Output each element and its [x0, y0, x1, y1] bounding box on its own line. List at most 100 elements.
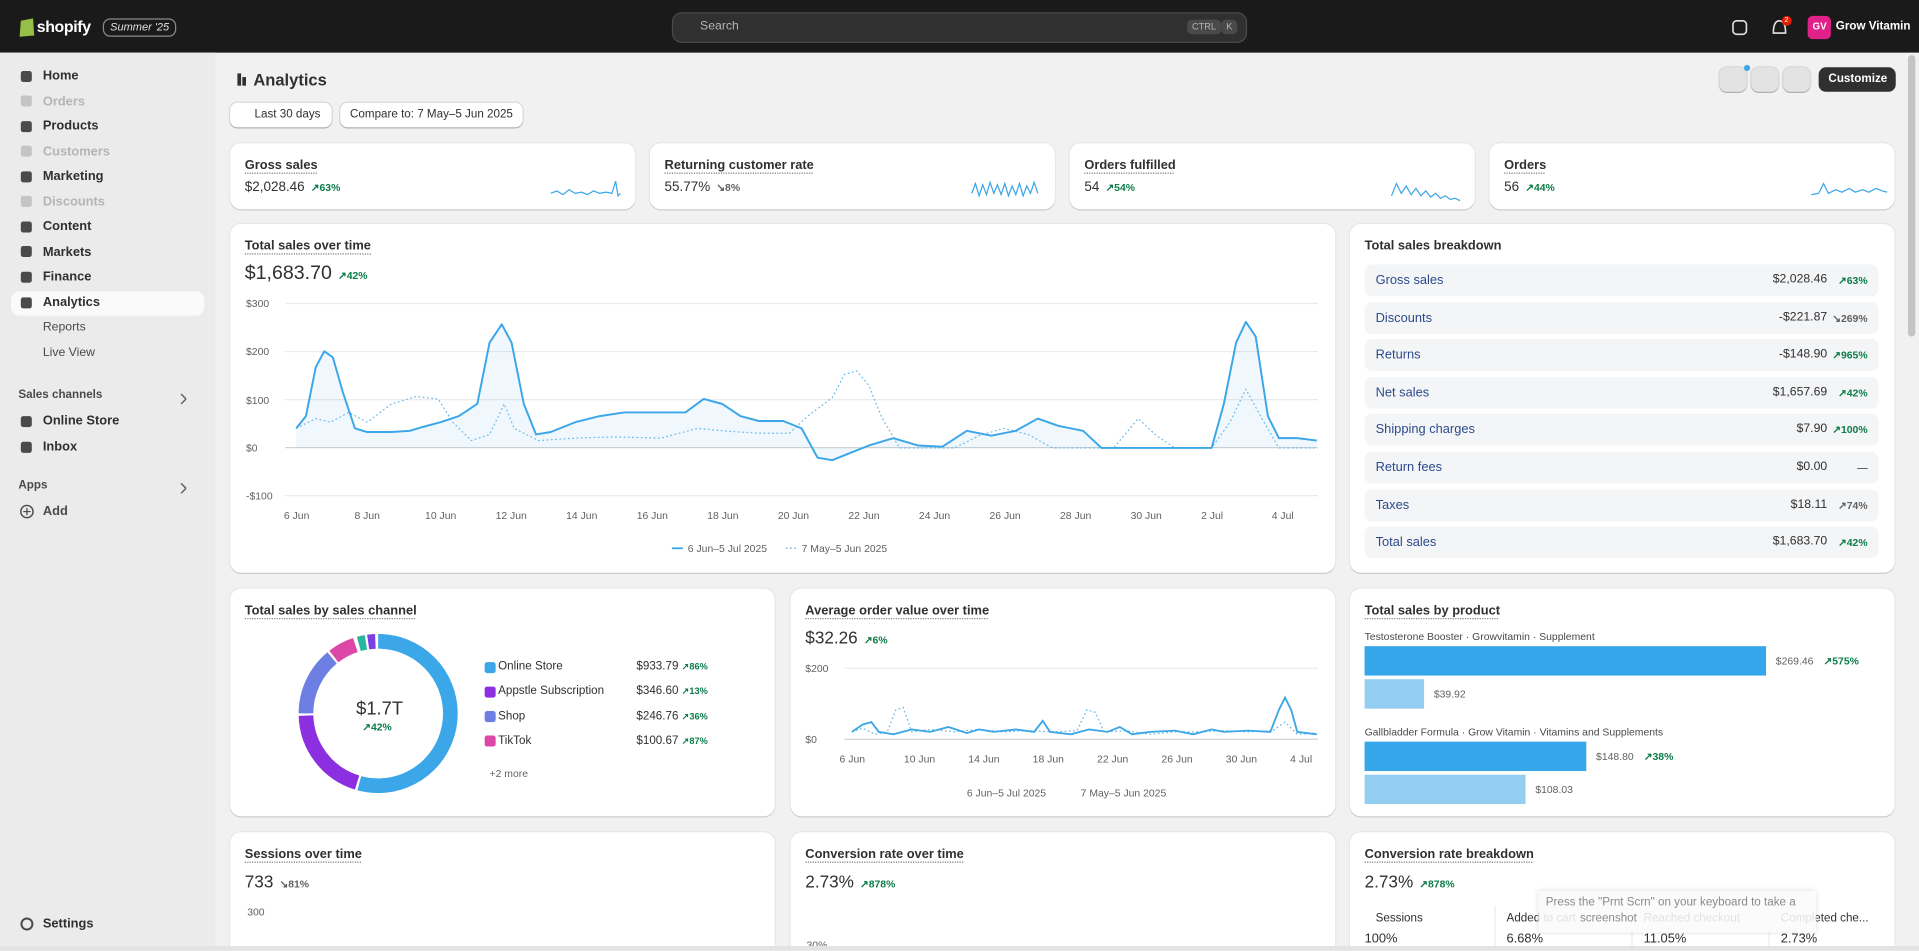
breakdown-row[interactable] [1364, 264, 1879, 297]
bell-icon[interactable] [1772, 20, 1787, 34]
sparkline [550, 180, 621, 198]
add-icon [20, 504, 34, 519]
nav-item[interactable]: Inbox [42, 439, 78, 455]
kpi-label: Returning customer rate [664, 157, 814, 173]
product-name: Testosterone Booster · Growvitamin · Sup… [1364, 630, 1595, 643]
card-title: Total sales by sales channel [244, 603, 417, 619]
x-tick-label: 8 Jun [354, 509, 380, 522]
headline-change: ↗6% [863, 634, 888, 647]
breakdown-row[interactable] [1364, 339, 1879, 372]
channel-card [230, 588, 775, 817]
step-value: 11.05% [1643, 931, 1687, 947]
channel-change: ↗87% [681, 735, 708, 747]
row-value: $2,028.46 [1772, 272, 1828, 287]
legend-swatch [484, 711, 496, 723]
breakdown-row[interactable] [1364, 301, 1879, 334]
headline-value: $1,683.70 [244, 262, 332, 284]
nav-icon [20, 296, 32, 308]
nav-item[interactable]: Products [42, 118, 99, 134]
bar [1364, 741, 1587, 772]
area [296, 321, 1317, 461]
row-label: Gross sales [1375, 272, 1444, 288]
product-name: Gallbladder Formula · Grow Vitamin · Vit… [1364, 725, 1664, 738]
headline-value: 2.73% [1364, 871, 1414, 892]
customize-button[interactable] [1818, 67, 1896, 92]
sidebar [0, 52, 216, 951]
icon-button[interactable] [1751, 67, 1779, 92]
nav-icon [20, 171, 32, 183]
row-change: ↘269% [1832, 311, 1868, 324]
nav-item[interactable]: Home [42, 68, 79, 84]
step-value: 100% [1364, 931, 1398, 947]
tooltip [1538, 890, 1817, 933]
bar-value: $269.46 [1775, 654, 1814, 667]
bottom-bar [0, 946, 1919, 951]
chart-card [790, 832, 1336, 951]
nav-item[interactable]: Markets [42, 244, 92, 260]
y-tick-label: $300 [245, 297, 270, 310]
breakdown-row[interactable] [1364, 376, 1879, 409]
row-change: ↗100% [1832, 423, 1868, 437]
section-heading: Sales channels [18, 387, 103, 402]
x-tick-label: 14 Jun [566, 509, 598, 522]
bar [1364, 679, 1425, 709]
nav-item[interactable]: Marketing [42, 169, 104, 184]
channel-change: ↗86% [681, 660, 708, 672]
nav-subitem[interactable]: Reports [42, 320, 86, 335]
breakdown-row[interactable] [1364, 489, 1879, 521]
nav-subitem[interactable]: Live View [42, 346, 96, 360]
headline: $32.26 ↗6% [805, 627, 887, 653]
y-tick-label: -$100 [245, 489, 273, 502]
icon-button[interactable] [1783, 67, 1811, 92]
x-tick-label: 16 Jun [636, 509, 668, 522]
bill-icon[interactable] [1732, 20, 1748, 36]
nav-item[interactable]: Discounts [42, 194, 105, 210]
notification-badge [1781, 15, 1792, 26]
channel-change: ↗36% [681, 710, 708, 722]
y-tick-label: $100 [245, 393, 270, 406]
chart-card [790, 588, 1336, 817]
channel-change: ↗13% [681, 685, 708, 697]
nav-item[interactable]: Content [42, 219, 92, 235]
nav-item[interactable]: Online Store [42, 413, 120, 429]
nav-item[interactable]: Customers [42, 144, 110, 159]
line-chart [285, 302, 1319, 794]
customize-label: Customize [1828, 72, 1888, 86]
kpi-change: ↗63% [310, 181, 341, 194]
donut [298, 633, 458, 794]
breakdown-row[interactable] [1364, 414, 1879, 446]
breakdown-row[interactable] [1364, 526, 1879, 559]
chart-card [230, 832, 775, 951]
nav-item[interactable]: Orders [42, 93, 85, 109]
logo-icon [19, 18, 35, 37]
row-value: -$148.90 [1778, 347, 1828, 362]
current-line [295, 320, 1317, 462]
nav-selected [11, 291, 205, 316]
nav-item[interactable]: Add [42, 504, 68, 519]
search-box[interactable] [671, 12, 1248, 43]
row-label: Returns [1375, 347, 1421, 363]
channel-value: $933.79 [636, 659, 679, 674]
x-tick-label: 22 Jun [848, 509, 880, 522]
nav-icon [20, 145, 32, 157]
legend-entry: 7 May–5 Jun 2025 [801, 542, 888, 555]
sparkline [971, 180, 1039, 198]
nav-item[interactable]: Analytics [42, 294, 100, 310]
date-button[interactable] [230, 102, 332, 128]
headline-change: ↗878% [1419, 877, 1455, 890]
sparkline [1390, 182, 1461, 202]
donut-total: $1.7T [356, 698, 404, 720]
nav-item[interactable]: Settings [42, 916, 94, 932]
legend-entry: 7 May–5 Jun 2025 [1080, 786, 1167, 800]
breakdown-row[interactable] [1364, 451, 1879, 484]
nav-item[interactable]: Finance [42, 269, 92, 285]
x-tick-label: 28 Jun [1060, 509, 1092, 522]
row-value: $0.00 [1796, 460, 1828, 474]
compare-range: Compare to: 7 May–5 Jun 2025 [350, 107, 513, 122]
more-link[interactable]: +2 more [489, 767, 528, 780]
compare-button[interactable] [340, 102, 523, 128]
avatar[interactable] [1807, 15, 1831, 40]
card-title: Average order value over time [805, 603, 990, 619]
row-label: Return fees [1375, 460, 1443, 475]
icon-button[interactable] [1719, 67, 1747, 92]
